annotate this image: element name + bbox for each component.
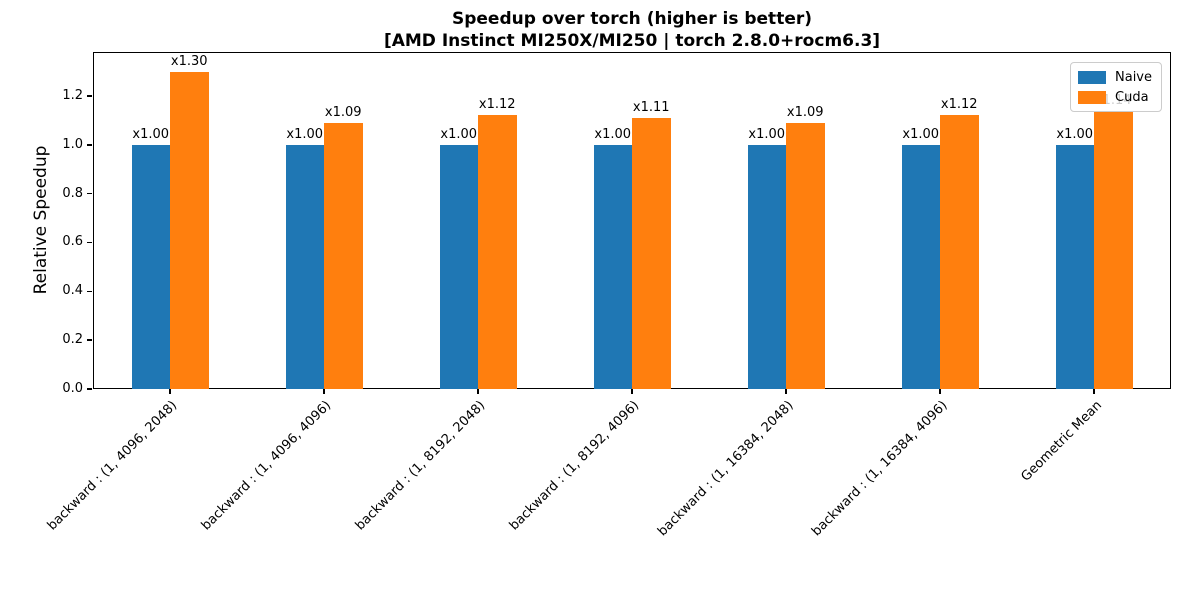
bar-label-cuda-4: x1.09 xyxy=(786,104,824,120)
x-tick-label-5: backward : (1, 16384, 4096) xyxy=(809,398,951,540)
bar-naive-1 xyxy=(285,144,324,389)
bar-cuda-0 xyxy=(170,71,209,389)
y-tick-mark-2 xyxy=(86,290,92,293)
x-tick-mark-0 xyxy=(169,389,171,394)
y-tick-label-1: 0.2 xyxy=(62,332,83,348)
y-tick-mark-5 xyxy=(86,144,92,146)
bar-cuda-1 xyxy=(324,122,363,389)
bar-cuda-3 xyxy=(632,117,671,389)
bar-label-naive-4: x1.00 xyxy=(748,126,786,142)
chart-title-line-2: [AMD Instinct MI250X/MI250 | torch 2.8.0… xyxy=(383,31,881,51)
bar-label-naive-6: x1.00 xyxy=(1056,126,1094,142)
x-tick-label-3: backward : (1, 8192, 4096) xyxy=(507,398,643,534)
bar-cuda-5 xyxy=(940,115,979,389)
bar-label-naive-1: x1.00 xyxy=(286,126,324,142)
legend-swatch-naive xyxy=(1078,70,1106,84)
legend-entry-naive: Naive xyxy=(1078,69,1152,85)
y-tick-mark-3 xyxy=(86,241,92,244)
x-tick-label-1: backward : (1, 4096, 4096) xyxy=(199,398,335,534)
bar-label-cuda-5: x1.12 xyxy=(940,97,978,113)
x-tick-mark-4 xyxy=(785,389,787,394)
x-tick-label-6: Geometric Mean xyxy=(1018,398,1105,485)
x-tick-mark-1 xyxy=(323,389,325,394)
y-axis-label: Relative Speedup xyxy=(31,145,51,295)
bar-naive-6 xyxy=(1055,144,1094,389)
y-tick-label-4: 0.8 xyxy=(62,185,83,201)
y-tick-label-0: 0.0 xyxy=(62,381,83,396)
bar-naive-0 xyxy=(131,144,170,389)
bar-label-naive-0: x1.00 xyxy=(132,126,170,142)
y-tick-label-2: 0.4 xyxy=(62,283,83,299)
y-tick-label-6: 1.2 xyxy=(62,87,83,103)
y-tick-label-3: 0.6 xyxy=(62,234,83,250)
bar-naive-3 xyxy=(593,144,632,389)
bar-label-naive-3: x1.00 xyxy=(594,126,632,142)
bar-label-cuda-2: x1.12 xyxy=(478,97,516,113)
bar-label-cuda-3: x1.11 xyxy=(632,99,670,115)
legend-swatch-cuda xyxy=(1078,90,1106,104)
bar-label-cuda-1: x1.09 xyxy=(324,104,362,120)
x-tick-label-0: backward : (1, 4096, 2048) xyxy=(45,398,181,534)
y-tick-mark-4 xyxy=(86,192,92,195)
legend-entry-cuda: Cuda xyxy=(1078,89,1152,105)
y-tick-mark-0 xyxy=(86,388,92,390)
x-tick-mark-3 xyxy=(631,389,633,394)
legend-label-naive: Naive xyxy=(1115,69,1152,85)
x-tick-mark-6 xyxy=(1093,389,1095,394)
bar-naive-5 xyxy=(901,144,940,389)
x-tick-label-4: backward : (1, 16384, 2048) xyxy=(655,398,797,540)
legend: Naive Cuda xyxy=(1070,62,1162,112)
chart-title-line-1: Speedup over torch (higher is better) xyxy=(451,9,812,29)
x-tick-label-2: backward : (1, 8192, 2048) xyxy=(353,398,489,534)
y-tick-label-5: 1.0 xyxy=(62,136,83,152)
legend-label-cuda: Cuda xyxy=(1115,89,1149,105)
x-tick-mark-5 xyxy=(939,389,941,394)
bar-naive-4 xyxy=(747,144,786,389)
chart-title: Speedup over torch (higher is better) [A… xyxy=(93,8,1171,52)
bar-label-naive-2: x1.00 xyxy=(440,126,478,142)
bar-naive-2 xyxy=(439,144,478,389)
bar-cuda-2 xyxy=(478,115,517,389)
bar-cuda-4 xyxy=(786,122,825,389)
bar-cuda-6 xyxy=(1094,110,1133,389)
y-tick-mark-6 xyxy=(86,95,92,97)
x-tick-mark-2 xyxy=(477,389,479,394)
y-tick-mark-1 xyxy=(86,339,92,341)
bar-label-naive-5: x1.00 xyxy=(902,126,940,142)
bar-label-cuda-0: x1.30 xyxy=(170,53,208,69)
